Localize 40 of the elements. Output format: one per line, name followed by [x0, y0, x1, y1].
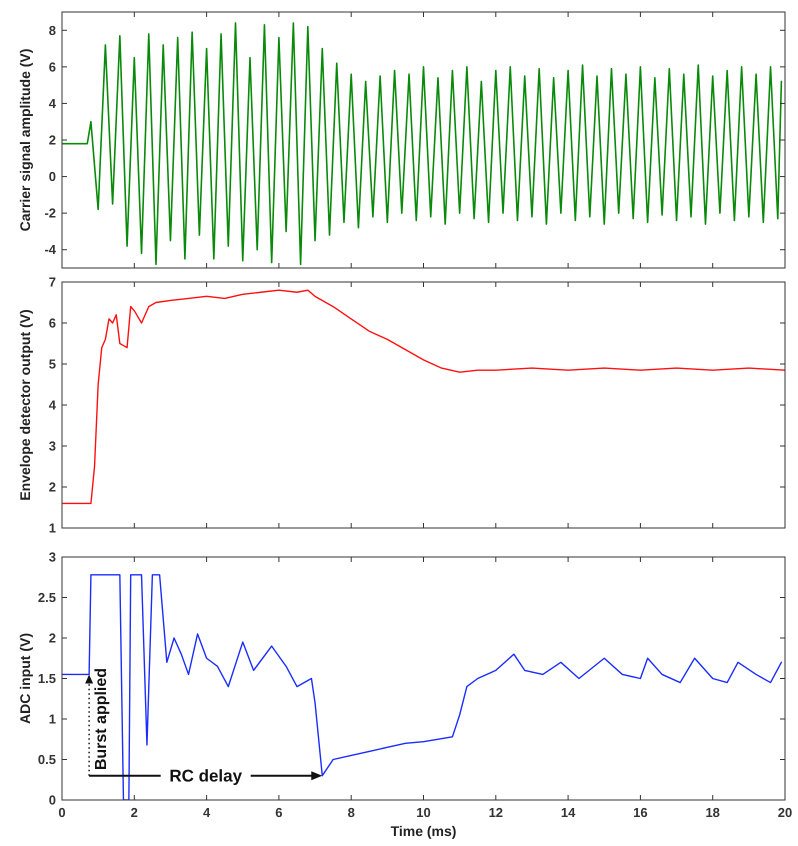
- y-tick-label: 4: [48, 96, 57, 111]
- line-series: [62, 22, 782, 266]
- y-tick-label: 2.5: [38, 590, 56, 605]
- x-tick-label: 10: [416, 805, 431, 820]
- y-tick-label: 3: [48, 550, 56, 564]
- x-tick-label: 16: [633, 805, 648, 820]
- y-tick-label: 2: [48, 480, 56, 494]
- y-tick-label: 0: [48, 169, 56, 184]
- annotation: RC delay: [169, 766, 243, 786]
- y-tick-label: 6: [48, 59, 56, 74]
- x-tick-label: 20: [778, 805, 792, 820]
- y-axis-title: Envelope detector output (V): [17, 309, 33, 501]
- x-axis-title: Time (ms): [390, 823, 456, 839]
- line-series: [62, 290, 785, 504]
- y-tick-label: 8: [48, 22, 56, 38]
- x-tick-label: 14: [560, 805, 576, 820]
- x-tick-label: 4: [202, 805, 211, 820]
- x-tick-label: 2: [130, 805, 138, 820]
- y-tick-label: 1: [48, 712, 56, 726]
- y-tick-label: 1: [48, 520, 56, 536]
- x-tick-label: 12: [488, 805, 504, 820]
- y-tick-label: 2: [48, 630, 56, 646]
- y-tick-label: 1.5: [38, 671, 56, 686]
- y-tick-label: 4: [48, 398, 57, 412]
- y-tick-label: 6: [48, 316, 56, 330]
- x-tick-label: 8: [348, 805, 355, 820]
- line-series: [62, 574, 782, 800]
- annotation: Burst applied: [93, 668, 110, 770]
- y-axis-title: Carrier signal amplitude (V): [17, 48, 33, 232]
- y-tick-label: 0.5: [38, 752, 56, 767]
- y-tick-label: 0: [48, 792, 56, 808]
- y-tick-label: -4: [44, 242, 57, 258]
- y-tick-label: 2: [48, 132, 56, 148]
- y-tick-label: 3: [48, 438, 56, 454]
- y-tick-label: 5: [48, 356, 56, 372]
- x-tick-label: 6: [275, 805, 283, 820]
- y-tick-label: -2: [44, 206, 56, 221]
- y-tick-label: 7: [48, 274, 56, 290]
- x-tick-label: 18: [705, 805, 720, 820]
- y-axis-title: ADC input (V): [17, 633, 33, 724]
